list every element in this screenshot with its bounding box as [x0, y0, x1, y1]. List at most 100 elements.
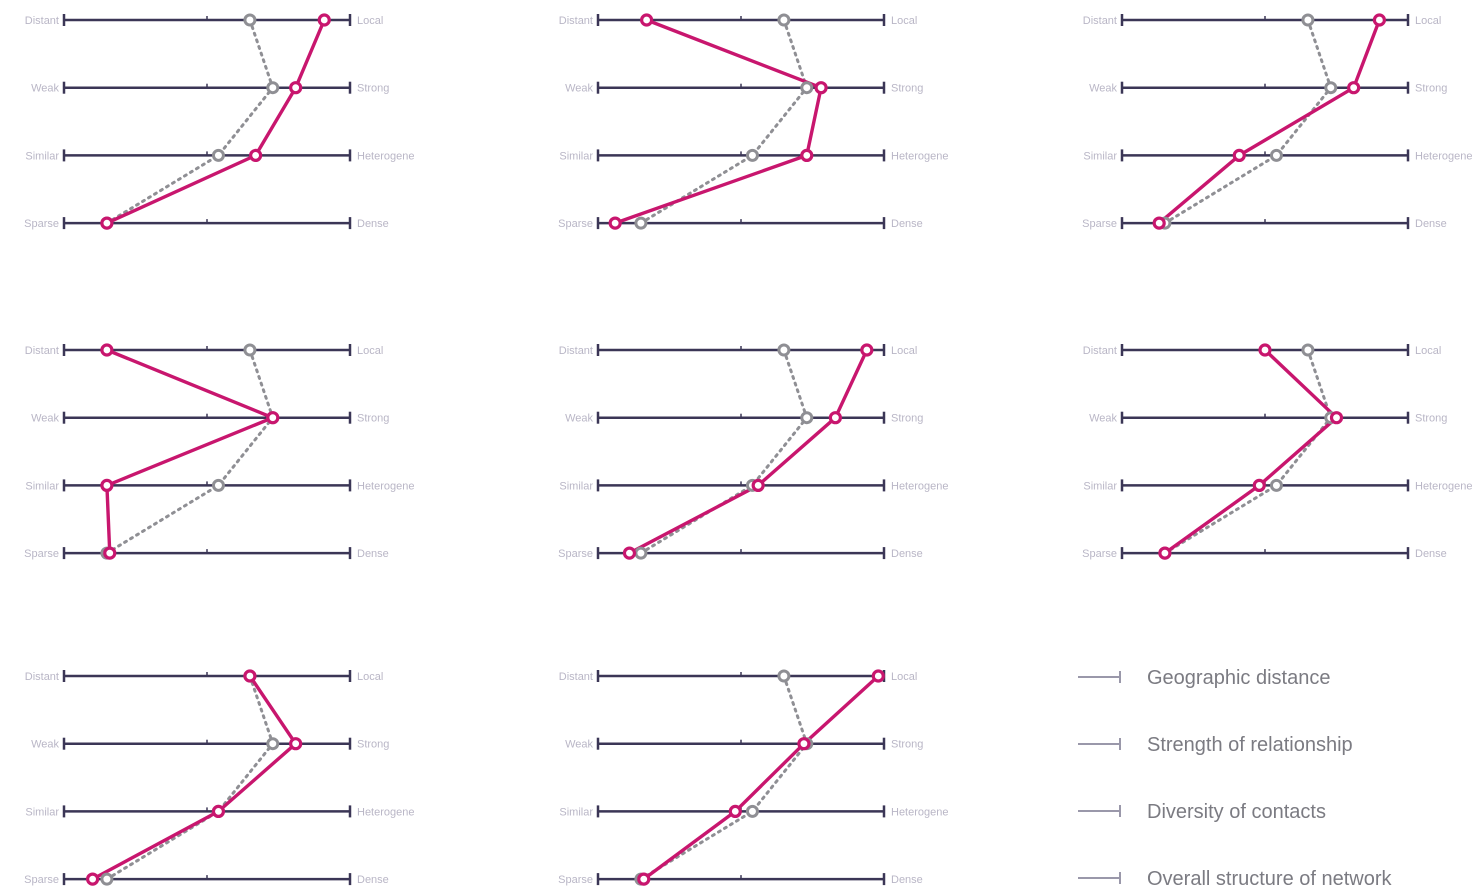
axis-label-right: Dense	[891, 874, 923, 886]
axis-label-left: Similar	[25, 150, 59, 162]
axis-label-right: Heterogene	[891, 806, 949, 818]
point-profile	[640, 13, 654, 27]
legend-label: Strength of relationship	[1147, 734, 1353, 756]
chart-panel-6: Distant Local Weak Strong Similar Heterogene S…	[1082, 343, 1473, 560]
series-line-profile	[628, 349, 869, 555]
legend-label: Geographic distance	[1147, 667, 1330, 689]
point-profile	[1152, 216, 1166, 230]
point-profile	[289, 737, 303, 751]
series-line-profile	[1158, 19, 1381, 225]
axis-label-right: Heterogene	[357, 806, 415, 818]
chart-panel-3: Distant Local Weak Strong Similar Heterogene S…	[1082, 13, 1473, 230]
point-average	[634, 546, 648, 560]
series-line-average	[105, 348, 275, 555]
axis-label-left: Weak	[1089, 83, 1117, 95]
axis-label-right: Strong	[357, 739, 389, 751]
series-line-average	[639, 674, 809, 881]
legend-item: Diversity of contacts	[1078, 801, 1326, 823]
chart-panels: Distant Local Weak Strong Similar Heterogene S…	[24, 13, 1473, 886]
axis-label-right: Strong	[1415, 413, 1447, 425]
point-average	[1324, 81, 1338, 95]
axis-label-right: Dense	[357, 548, 389, 560]
axis-label-left: Distant	[25, 671, 59, 683]
point-average	[266, 737, 280, 751]
axis-label-right: Heterogene	[891, 150, 949, 162]
axis-label-right: Dense	[891, 548, 923, 560]
point-profile	[1347, 81, 1361, 95]
axis-label-left: Weak	[565, 83, 593, 95]
point-average	[777, 343, 791, 357]
series-line-profile	[105, 348, 275, 554]
axis-label-right: Local	[1415, 345, 1441, 357]
axis-label-right: Dense	[1415, 548, 1447, 560]
axis-label-right: Dense	[357, 874, 389, 886]
axis-label-right: Heterogene	[891, 480, 949, 492]
chart-panel-2: Distant Local Weak Strong Similar Heterogene S…	[558, 13, 949, 230]
chart-panel-8: Distant Local Weak Strong Similar Heterogene S…	[558, 669, 949, 886]
axis-label-left: Similar	[1083, 480, 1117, 492]
point-profile	[1258, 343, 1272, 357]
axis-label-left: Similar	[559, 150, 593, 162]
axis-label-left: Similar	[559, 806, 593, 818]
series-line-average	[1163, 348, 1333, 555]
axis-label-right: Heterogene	[1415, 480, 1473, 492]
axis-label-left: Distant	[559, 345, 593, 357]
axis-label-left: Weak	[1089, 413, 1117, 425]
axis-label-right: Dense	[1415, 218, 1447, 230]
point-profile	[249, 148, 263, 162]
axis-label-right: Local	[357, 15, 383, 27]
axis-label-right: Local	[1415, 15, 1441, 27]
point-profile	[828, 411, 842, 425]
axis-label-right: Local	[891, 345, 917, 357]
point-profile	[751, 478, 765, 492]
point-profile	[1252, 478, 1266, 492]
axis-label-left: Distant	[559, 671, 593, 683]
point-profile	[100, 343, 114, 357]
point-average	[745, 148, 759, 162]
series-line-profile	[91, 675, 298, 881]
point-profile	[103, 546, 117, 560]
chart-panel-5: Distant Local Weak Strong Similar Heterogene S…	[558, 343, 949, 560]
axis-label-left: Weak	[565, 739, 593, 751]
point-profile	[1329, 411, 1344, 425]
point-profile	[1372, 13, 1387, 27]
axis-label-left: Sparse	[558, 548, 593, 560]
axis-label-left: Distant	[1083, 15, 1117, 27]
legend-item: Geographic distance	[1078, 667, 1330, 689]
axis-label-left: Distant	[1083, 345, 1117, 357]
point-average	[243, 13, 257, 27]
axis-label-right: Strong	[891, 83, 923, 95]
axis-label-right: Local	[891, 671, 917, 683]
chart-legend: Geographic distance Strength of relations…	[1078, 667, 1393, 888]
point-profile	[266, 411, 280, 425]
axis-label-left: Weak	[31, 413, 59, 425]
axis-label-left: Distant	[25, 15, 59, 27]
point-average	[100, 872, 114, 886]
point-profile	[100, 216, 114, 230]
point-profile	[797, 737, 811, 751]
series-line-profile	[642, 674, 880, 881]
series-line-average	[639, 18, 809, 225]
axis-label-right: Strong	[1415, 83, 1447, 95]
axis-label-right: Strong	[891, 413, 923, 425]
axis-label-right: Strong	[891, 739, 923, 751]
series-line-average	[1163, 18, 1333, 225]
axis-label-left: Weak	[565, 413, 593, 425]
point-profile	[211, 804, 226, 819]
point-profile	[814, 81, 828, 95]
point-profile	[622, 546, 637, 560]
axis-label-right: Heterogene	[1415, 150, 1473, 162]
point-profile	[728, 804, 742, 819]
point-average	[1301, 13, 1315, 27]
point-average	[211, 148, 225, 162]
series-line-average	[105, 18, 275, 225]
axis-label-right: Local	[357, 671, 383, 683]
point-profile	[85, 872, 100, 886]
point-profile	[800, 148, 814, 162]
legend-label: Overall structure of network	[1147, 868, 1393, 888]
axis-label-right: Dense	[357, 218, 389, 230]
series-line-average	[639, 348, 809, 555]
point-average	[777, 669, 791, 683]
point-profile	[243, 669, 257, 683]
axis-label-left: Sparse	[24, 218, 59, 230]
